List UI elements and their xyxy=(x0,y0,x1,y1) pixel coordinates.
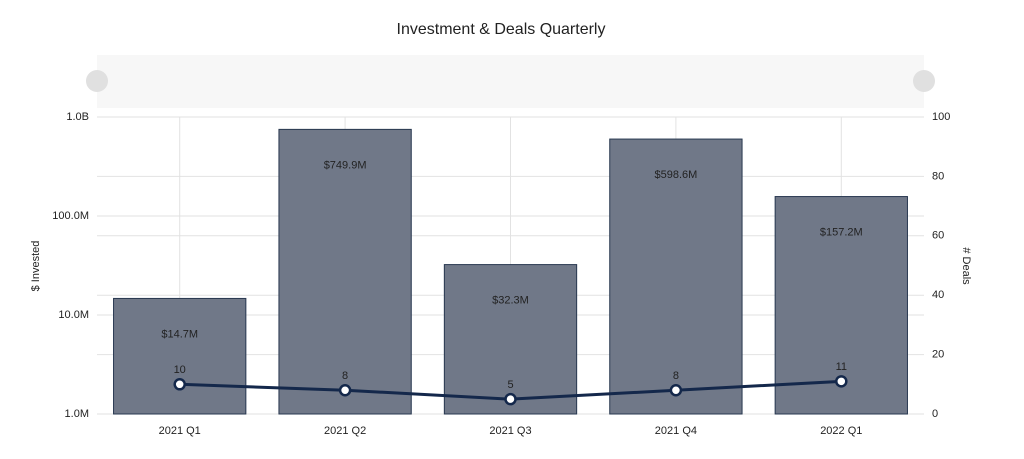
navigator-handle[interactable] xyxy=(913,70,935,92)
data-label: $14.7M xyxy=(161,328,198,340)
x-tick-label: 2021 Q3 xyxy=(489,425,531,437)
y2-axis-title: # Deals xyxy=(960,247,972,285)
line-point xyxy=(669,383,683,397)
navigator[interactable] xyxy=(97,55,924,108)
data-label: $598.6M xyxy=(654,169,697,181)
line-point xyxy=(504,392,517,406)
line-point xyxy=(173,378,186,391)
x-tick-label: 2021 Q2 xyxy=(324,425,366,437)
x-tick-label: 2022 Q1 xyxy=(820,425,862,437)
y-tick-label: 1.0M xyxy=(65,408,89,420)
data-label: $749.9M xyxy=(324,159,367,171)
line-point xyxy=(338,383,352,397)
y-axis-title: $ Invested xyxy=(30,241,42,292)
bar xyxy=(278,128,412,415)
data-label: 11 xyxy=(836,361,847,373)
data-label: 8 xyxy=(673,370,679,382)
y-tick-label: 100.0M xyxy=(52,210,89,222)
bar xyxy=(113,297,247,415)
data-label: 10 xyxy=(174,364,186,376)
y2-tick-label: 40 xyxy=(932,289,944,301)
y2-tick-label: 0 xyxy=(932,408,938,420)
x-tick-label: 2021 Q4 xyxy=(655,425,697,437)
x-tick-label: 2021 Q1 xyxy=(159,425,201,437)
y2-tick-label: 60 xyxy=(932,230,944,242)
data-label: 5 xyxy=(507,379,513,391)
y2-tick-label: 80 xyxy=(932,170,944,182)
bar xyxy=(609,138,743,415)
data-label: $32.3M xyxy=(492,294,529,306)
y2-tick-label: 20 xyxy=(932,349,944,361)
y2-tick-label: 100 xyxy=(932,111,950,123)
line-point xyxy=(835,375,848,388)
data-label: 8 xyxy=(342,370,348,382)
data-label: $157.2M xyxy=(820,226,863,238)
y-tick-label: 1.0B xyxy=(66,111,89,123)
y-tick-label: 10.0M xyxy=(58,309,89,321)
chart-title: Investment & Deals Quarterly xyxy=(397,21,606,38)
bar xyxy=(443,264,578,415)
navigator-handle[interactable] xyxy=(86,70,108,92)
